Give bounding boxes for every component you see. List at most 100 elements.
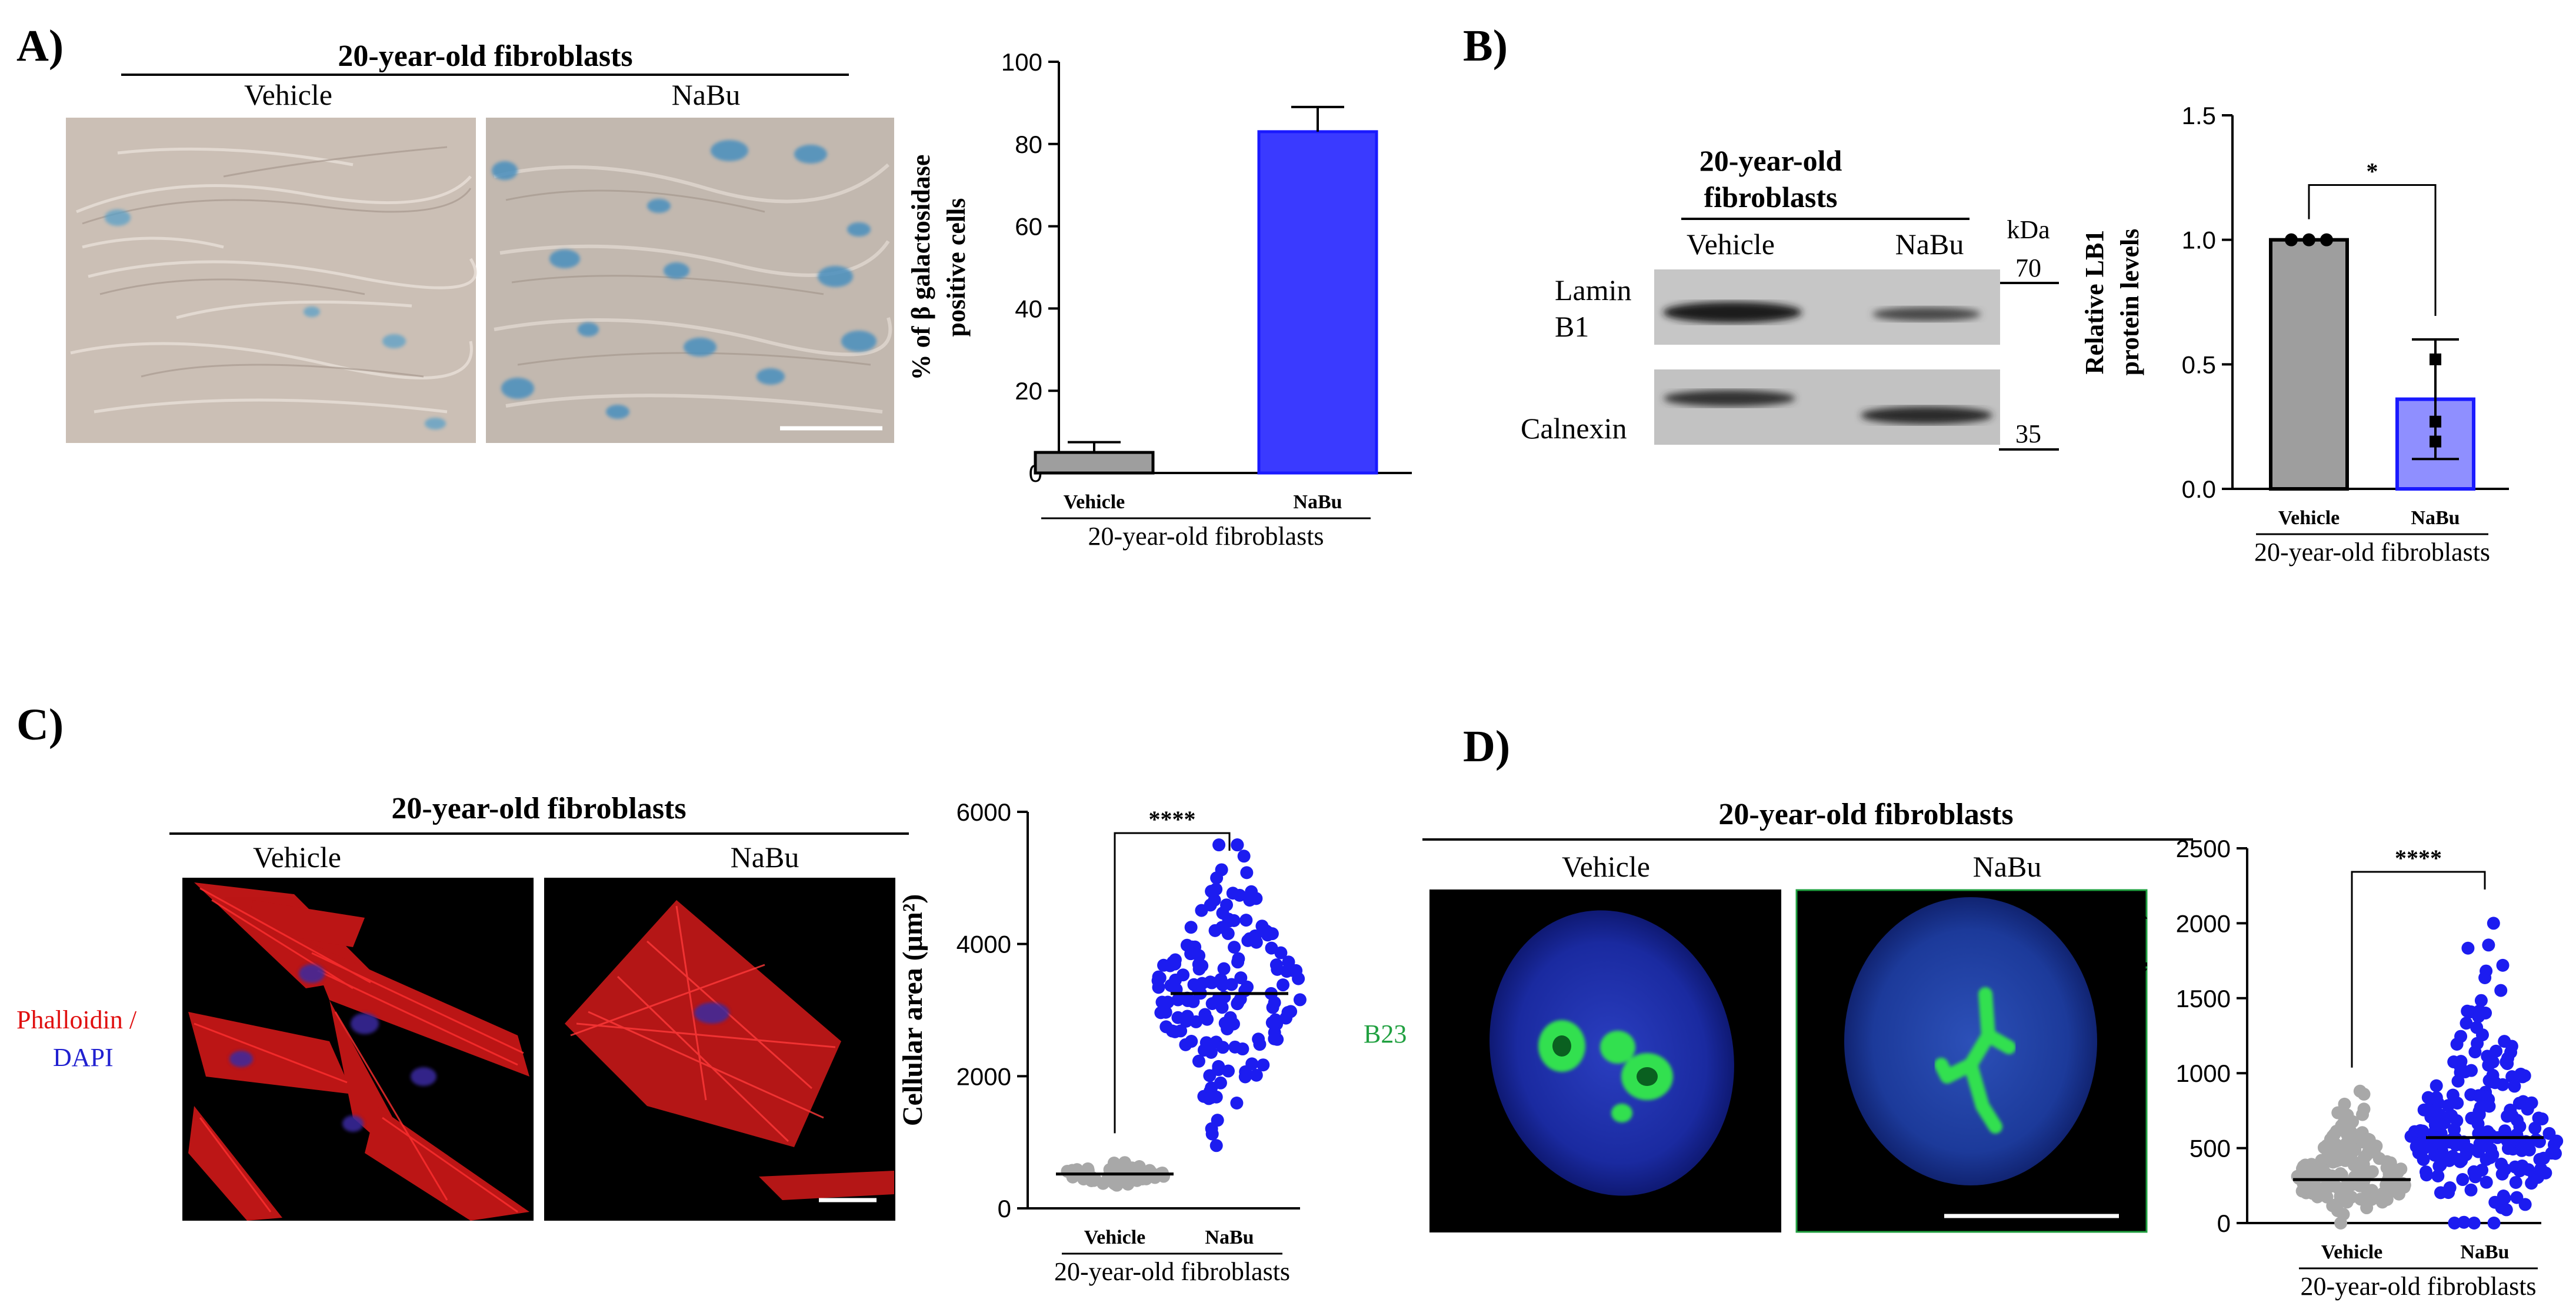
y-tick-label-a: 60 bbox=[1015, 213, 1042, 241]
data-point-d bbox=[2505, 1040, 2518, 1053]
panel-c-header: 20-year-old fibroblasts bbox=[391, 792, 686, 825]
data-point-d bbox=[2330, 1142, 2344, 1156]
panel-b-col-nabu: NaBu bbox=[1895, 228, 1964, 261]
y-tick-label-b: 0.0 bbox=[2182, 475, 2216, 503]
panel-c-col-nabu: NaBu bbox=[731, 841, 799, 874]
data-point-d bbox=[2340, 1150, 2354, 1164]
data-point-d bbox=[2305, 1184, 2318, 1197]
data-point-d bbox=[2528, 1121, 2542, 1135]
data-point-c bbox=[1293, 993, 1307, 1007]
data-point-d bbox=[2457, 1215, 2471, 1229]
data-point-d bbox=[2410, 1140, 2423, 1153]
data-point-d bbox=[2354, 1192, 2367, 1206]
panel-letter-d: D) bbox=[1463, 722, 1510, 771]
data-point-c bbox=[1221, 927, 1235, 940]
data-point-c bbox=[1231, 997, 1244, 1011]
y-tick-label-c: 0 bbox=[998, 1195, 1011, 1222]
data-point-d bbox=[2487, 1217, 2501, 1230]
data-point-d bbox=[2545, 1147, 2558, 1160]
data-point-c bbox=[1234, 971, 1248, 985]
data-point-c bbox=[1180, 938, 1194, 952]
data-point-c bbox=[1184, 921, 1198, 934]
data-point-c bbox=[1205, 976, 1218, 990]
significance-label-d: **** bbox=[2395, 845, 2442, 871]
panel-d-col-vehicle: Vehicle bbox=[1562, 850, 1650, 883]
data-point-d bbox=[2428, 1148, 2441, 1162]
data-point-c bbox=[1239, 914, 1253, 927]
data-point-d bbox=[2451, 1074, 2465, 1088]
data-point-c bbox=[1195, 904, 1208, 917]
blot-label-lamin: Lamin bbox=[1555, 274, 1632, 306]
data-point-c bbox=[1221, 1064, 1235, 1078]
data-point-c bbox=[1249, 1068, 1263, 1082]
data-point-d bbox=[2445, 1109, 2458, 1122]
data-point-d bbox=[2460, 1148, 2473, 1161]
significance-bracket-d bbox=[2351, 871, 2486, 1068]
data-point-d bbox=[2484, 1075, 2498, 1088]
x-category-label-d: Vehicle bbox=[2321, 1241, 2383, 1263]
y-tick-label-d: 0 bbox=[2217, 1210, 2231, 1237]
data-point-d bbox=[2357, 1152, 2371, 1166]
data-point-d bbox=[2352, 1131, 2365, 1144]
data-point-d bbox=[2514, 1067, 2528, 1081]
data-point-c bbox=[1204, 1045, 1218, 1059]
data-point-d bbox=[2447, 1055, 2461, 1069]
significance-bracket-c bbox=[1114, 832, 1231, 1134]
data-point-c bbox=[1274, 946, 1288, 959]
chart-d: 0 500 1000 1500 2000 2500 Vehicle NaBu 20-year-o… bbox=[2117, 835, 2564, 1301]
data-point-d bbox=[2501, 1110, 2514, 1123]
data-point-d bbox=[2446, 1088, 2460, 1102]
panel-a-col-vehicle: Vehicle bbox=[244, 78, 332, 111]
data-point-d bbox=[2480, 1152, 2493, 1166]
micrograph-d-vehicle bbox=[1429, 889, 1781, 1232]
data-point-d bbox=[2471, 1117, 2485, 1131]
data-point-c bbox=[1159, 1005, 1172, 1019]
y-axis-label-c: Cellular area (μm²) bbox=[897, 894, 928, 1126]
data-point-d bbox=[2512, 1097, 2526, 1110]
data-point-d bbox=[2431, 1170, 2445, 1183]
y-tick-label-d: 500 bbox=[2190, 1135, 2231, 1162]
data-point-d bbox=[2434, 1136, 2447, 1150]
data-point-d bbox=[2460, 1017, 2473, 1030]
stain-label-phalloidin: Phalloidin / bbox=[16, 1005, 137, 1034]
x-group-label-a: 20-year-old fibroblasts bbox=[1088, 522, 1324, 551]
significance-label-c: **** bbox=[1149, 806, 1196, 832]
y-tick-label-a: 100 bbox=[1001, 48, 1042, 76]
y-tick-label-d: 2500 bbox=[2176, 835, 2231, 862]
y-axis-label-a: % of β galactosidase bbox=[907, 155, 935, 381]
data-point-d bbox=[2370, 1140, 2383, 1153]
data-point-c bbox=[1248, 929, 1262, 942]
data-point-c bbox=[1201, 1012, 1214, 1026]
data-point-d bbox=[2430, 1079, 2443, 1092]
data-point-c bbox=[1165, 1024, 1179, 1038]
data-point-d bbox=[2461, 1004, 2474, 1018]
data-point-d bbox=[2472, 1105, 2486, 1118]
data-point-c bbox=[1227, 1017, 1240, 1031]
data-point-d bbox=[2464, 1183, 2478, 1197]
chart-a: 020406080100VehicleNaBu20-year-old fibro… bbox=[907, 48, 1412, 551]
panel-letter-a: A) bbox=[16, 21, 64, 71]
data-point-d bbox=[2456, 1173, 2470, 1187]
data-point-c bbox=[1269, 958, 1283, 972]
data-point-c bbox=[1193, 958, 1207, 971]
data-point-d bbox=[2441, 1099, 2455, 1112]
data-point-d bbox=[2479, 1007, 2492, 1020]
data-point-d bbox=[2487, 917, 2500, 930]
data-point-c bbox=[1192, 1054, 1205, 1068]
data-point-d bbox=[2368, 1191, 2382, 1204]
data-point-d bbox=[2397, 1180, 2410, 1194]
y-tick-label-b: 0.5 bbox=[2182, 351, 2216, 378]
data-point-d bbox=[2482, 938, 2495, 952]
data-point-d bbox=[2424, 1110, 2438, 1124]
data-point-d bbox=[2420, 1168, 2433, 1182]
data-point-d bbox=[2513, 1164, 2527, 1178]
blot-calnexin bbox=[1654, 369, 2000, 445]
y-axis-label-d: Nucleolar area (μm²) bbox=[2117, 910, 2148, 1161]
data-point-c bbox=[1268, 1026, 1281, 1040]
data-point-c bbox=[1252, 1032, 1265, 1046]
data-point-d bbox=[2430, 1091, 2443, 1104]
x-category-label-a: NaBu bbox=[1293, 491, 1342, 513]
data-point-b bbox=[2285, 233, 2298, 246]
panel-b-header-line1: 20-year-old bbox=[1699, 144, 1842, 177]
